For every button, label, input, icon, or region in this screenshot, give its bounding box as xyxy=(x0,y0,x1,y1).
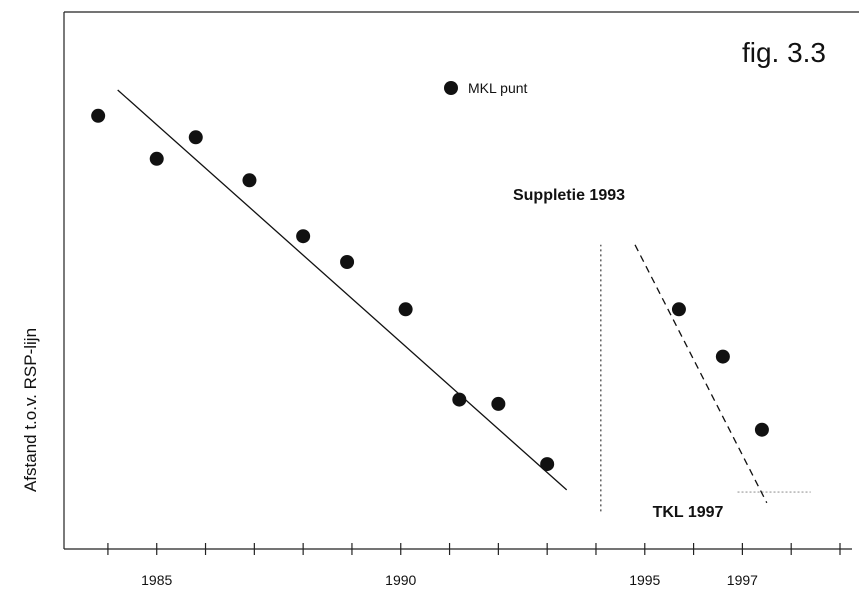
data-point-4 xyxy=(242,173,257,188)
data-point-11 xyxy=(671,302,686,317)
axes xyxy=(63,11,859,550)
reference-lines xyxy=(600,244,811,512)
data-point-13 xyxy=(754,422,769,437)
data-point-6 xyxy=(340,255,355,269)
data-point-10 xyxy=(540,457,555,472)
annotation-tkl: TKL 1997 xyxy=(653,504,724,521)
legend: MKL punt xyxy=(444,80,528,96)
trend-line-before-suppletie xyxy=(117,89,568,491)
x-ticks: 1985 1990 1995 1997 xyxy=(107,543,841,588)
legend-marker xyxy=(444,81,458,95)
data-point-2 xyxy=(149,151,164,166)
x-tick-label-1997: 1997 xyxy=(727,572,758,588)
data-point-7 xyxy=(398,302,413,317)
figure-label: fig. 3.3 xyxy=(742,37,826,68)
annotation-suppletie: Suppletie 1993 xyxy=(513,187,625,204)
legend-label: MKL punt xyxy=(468,80,528,96)
x-tick-label-1995: 1995 xyxy=(629,572,660,588)
data-point-12 xyxy=(715,349,730,364)
trend-lines xyxy=(117,89,768,504)
data-point-5 xyxy=(296,229,311,244)
data-point-1 xyxy=(91,108,106,123)
x-tick-label-1990: 1990 xyxy=(385,572,416,588)
trend-line-after-suppletie xyxy=(634,244,768,504)
data-point-8 xyxy=(452,392,467,407)
data-points xyxy=(91,108,769,472)
data-point-9 xyxy=(491,396,506,411)
x-tick-label-1985: 1985 xyxy=(141,572,172,588)
y-axis-label: Afstand t.o.v. RSP-lijn xyxy=(21,328,40,492)
data-point-3 xyxy=(188,130,203,145)
